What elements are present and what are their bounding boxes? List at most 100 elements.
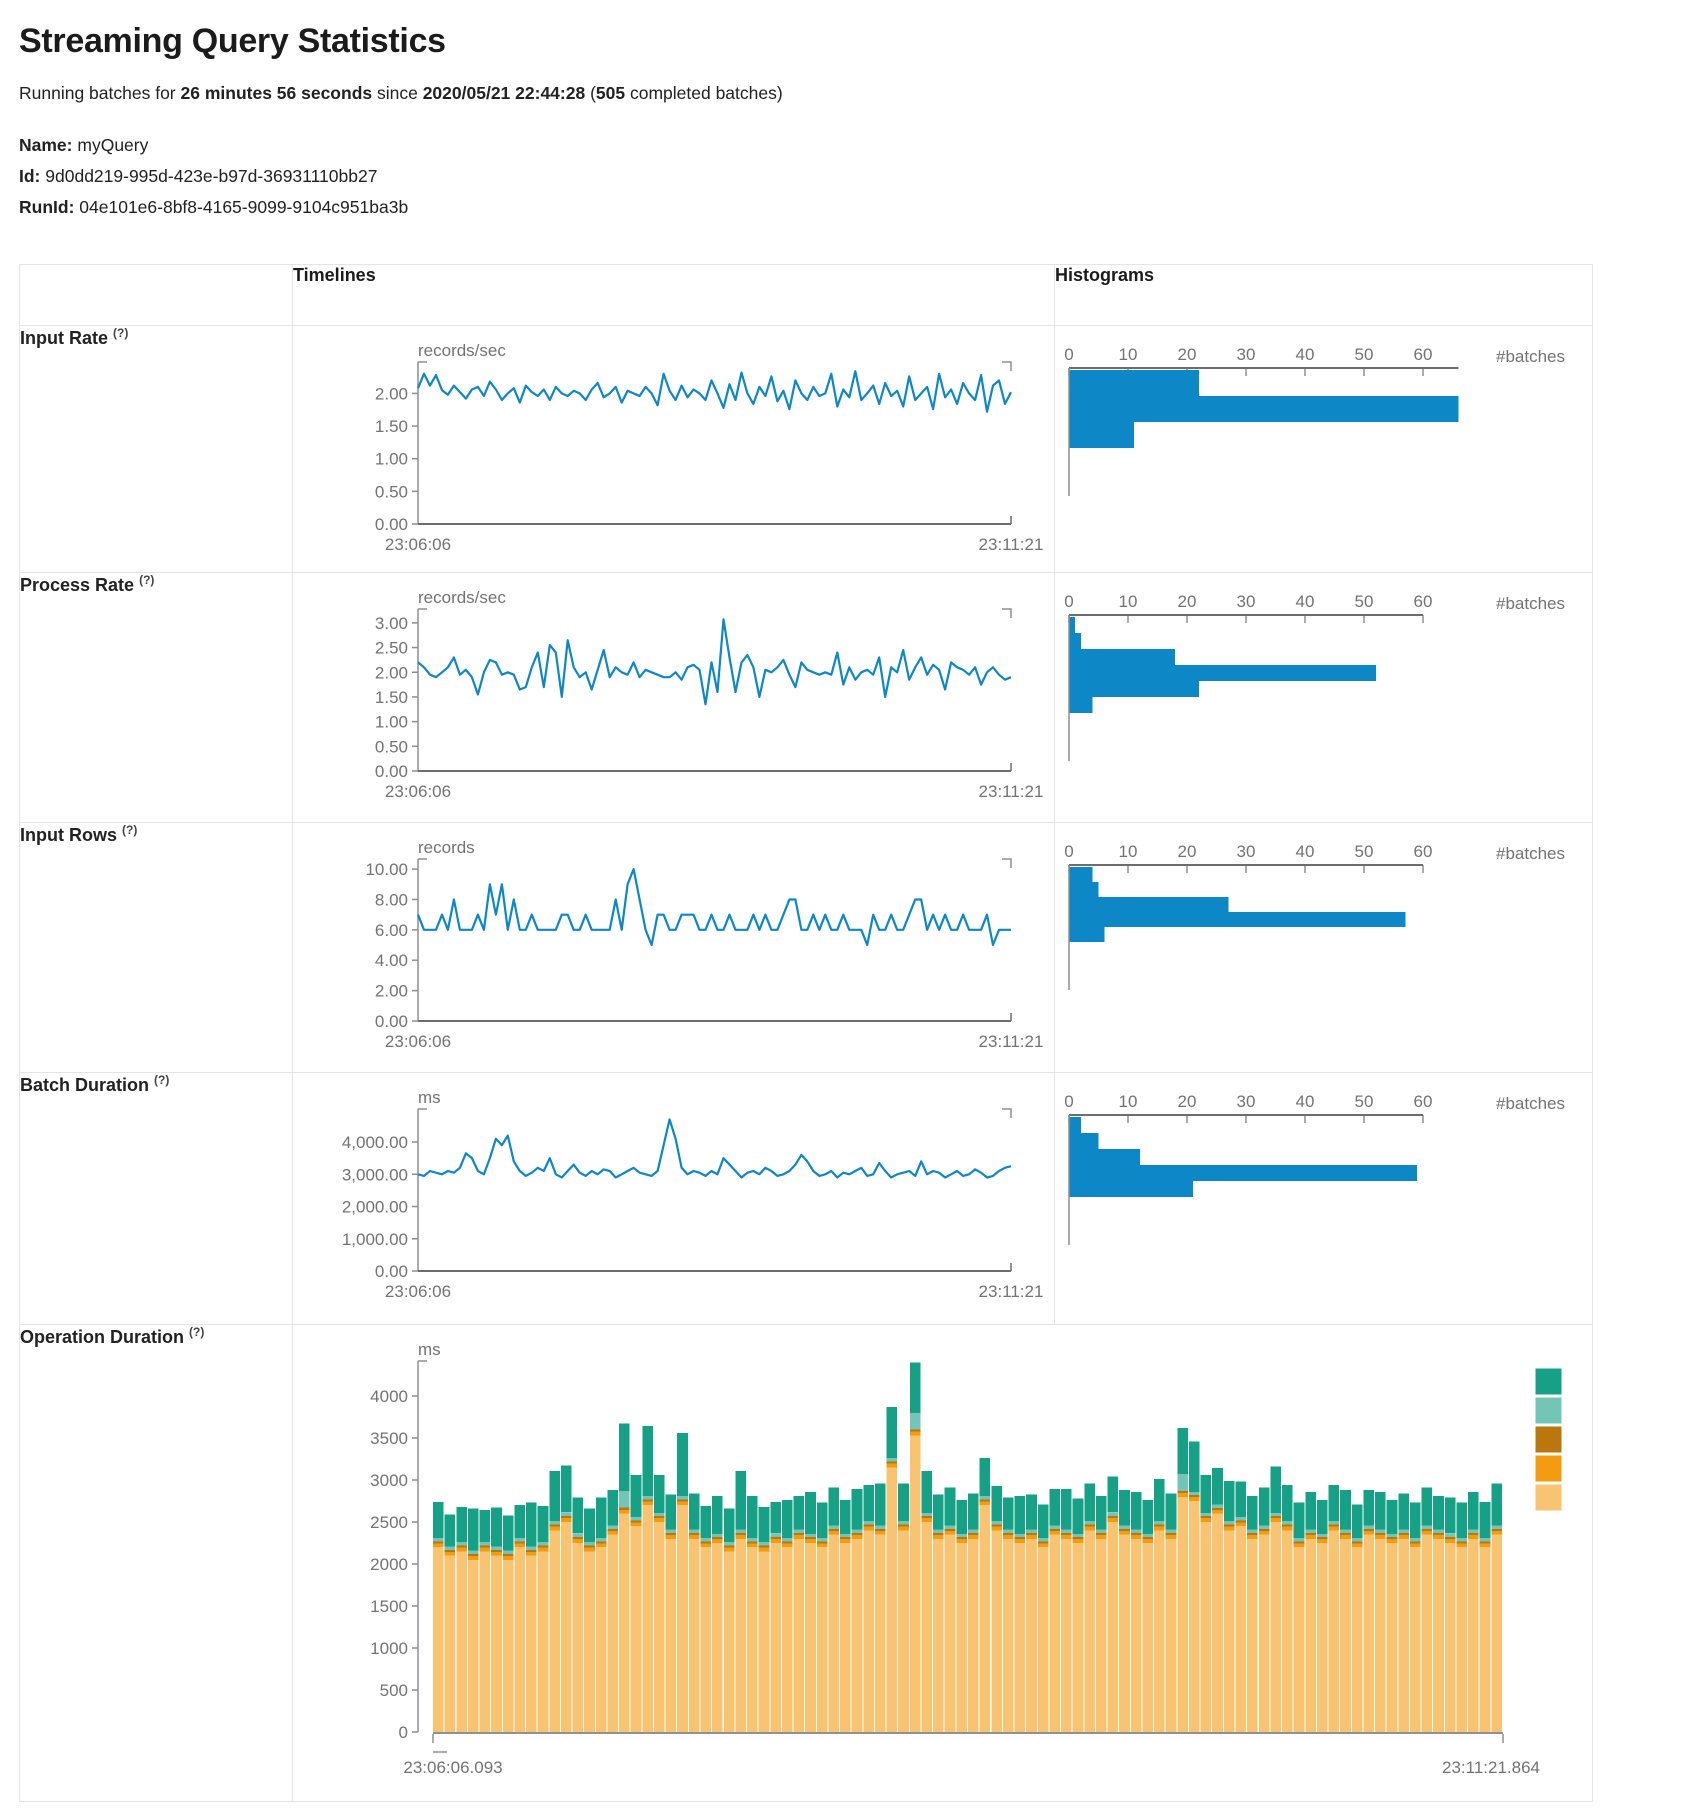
legend-swatch-2 xyxy=(1534,1425,1563,1454)
svg-text:1.50: 1.50 xyxy=(375,417,408,436)
process-rate-row: Process Rate (?) records/sec 0.00 0.50 1.00… xyxy=(19,572,1593,823)
svg-text:30: 30 xyxy=(1237,842,1256,861)
batch-duration-histogram-chart: 0 10 20 30 40 50 60 #batches xyxy=(1055,1073,1592,1319)
svg-text:20: 20 xyxy=(1178,842,1197,861)
batch-duration-label-cell: Batch Duration (?) xyxy=(19,1072,293,1325)
input-rows-help-icon[interactable]: (?) xyxy=(122,823,138,837)
svg-text:30: 30 xyxy=(1237,1092,1256,1111)
svg-text:50: 50 xyxy=(1355,345,1374,364)
svg-text:2.50: 2.50 xyxy=(375,639,408,658)
svg-text:4.00: 4.00 xyxy=(375,951,408,970)
svg-text:0.50: 0.50 xyxy=(375,737,408,756)
svg-text:23:06:06: 23:06:06 xyxy=(385,782,451,801)
svg-text:#batches: #batches xyxy=(1496,1094,1565,1113)
operation-duration-row: Operation Duration (?) ms 0 500 1000 1500 200… xyxy=(19,1324,1593,1802)
svg-text:4,000.00: 4,000.00 xyxy=(342,1133,408,1152)
svg-text:2.00: 2.00 xyxy=(375,982,408,1001)
runid-label: RunId: xyxy=(19,197,75,217)
svg-text:ms: ms xyxy=(418,1340,441,1359)
svg-text:2.00: 2.00 xyxy=(375,384,408,403)
input-rows-label-cell: Input Rows (?) xyxy=(19,822,293,1073)
svg-text:10: 10 xyxy=(1119,592,1138,611)
svg-text:2500: 2500 xyxy=(370,1513,408,1532)
svg-text:40: 40 xyxy=(1296,592,1315,611)
legend-swatch-1 xyxy=(1534,1396,1563,1425)
svg-text:0.00: 0.00 xyxy=(375,1012,408,1031)
process-rate-help-icon[interactable]: (?) xyxy=(139,573,155,587)
svg-text:3,000.00: 3,000.00 xyxy=(342,1165,408,1184)
empty-header-cell xyxy=(19,264,293,326)
query-name-line: Name: myQuery xyxy=(19,130,1579,161)
svg-text:60: 60 xyxy=(1414,1092,1433,1111)
svg-text:50: 50 xyxy=(1355,1092,1374,1111)
process-rate-label-cell: Process Rate (?) xyxy=(19,572,293,823)
input-rate-histogram-chart: 0 10 20 30 40 50 60 #batches xyxy=(1055,326,1592,572)
svg-text:0.00: 0.00 xyxy=(375,762,408,781)
input-rate-label-cell: Input Rate (?) xyxy=(19,325,293,573)
svg-text:0.00: 0.00 xyxy=(375,515,408,534)
input-rate-row: Input Rate (?) records/sec 0.00 0.50 1.00 1.… xyxy=(19,325,1593,573)
svg-text:23:06:06: 23:06:06 xyxy=(385,535,451,554)
svg-text:1.50: 1.50 xyxy=(375,688,408,707)
svg-text:60: 60 xyxy=(1414,842,1433,861)
process-rate-timeline-chart: records/sec 0.00 0.50 1.00 1.50 2.00 2.50 3.00 2… xyxy=(293,573,1054,819)
query-runid-line: RunId: 04e101e6-8bf8-4165-9099-9104c951b… xyxy=(19,192,1579,223)
svg-text:ms: ms xyxy=(418,1088,441,1107)
svg-text:1000: 1000 xyxy=(370,1639,408,1658)
statistics-table: Timelines Histograms Input Rate (?) reco… xyxy=(19,264,1593,1802)
svg-text:2000: 2000 xyxy=(370,1555,408,1574)
svg-text:#batches: #batches xyxy=(1496,594,1565,613)
svg-text:3500: 3500 xyxy=(370,1429,408,1448)
legend-swatch-0 xyxy=(1534,1367,1563,1396)
svg-text:1.00: 1.00 xyxy=(375,450,408,469)
svg-text:10.00: 10.00 xyxy=(365,860,408,879)
svg-text:10: 10 xyxy=(1119,345,1138,364)
svg-text:20: 20 xyxy=(1178,592,1197,611)
operation-duration-help-icon[interactable]: (?) xyxy=(189,1325,205,1339)
svg-text:0.50: 0.50 xyxy=(375,482,408,501)
summary-text: since xyxy=(372,83,423,103)
row-label: Input Rate xyxy=(20,328,108,348)
svg-text:500: 500 xyxy=(380,1681,408,1700)
svg-text:2.00: 2.00 xyxy=(375,663,408,682)
start-timestamp: 2020/05/21 22:44:28 xyxy=(422,83,586,103)
svg-text:23:11:21: 23:11:21 xyxy=(979,1032,1044,1051)
svg-text:records/sec: records/sec xyxy=(418,588,506,607)
row-label: Batch Duration xyxy=(20,1075,150,1095)
svg-text:30: 30 xyxy=(1237,345,1256,364)
svg-text:1500: 1500 xyxy=(370,1597,408,1616)
svg-text:20: 20 xyxy=(1178,345,1197,364)
svg-text:20: 20 xyxy=(1178,1092,1197,1111)
row-label: Input Rows xyxy=(20,825,117,845)
svg-text:1,000.00: 1,000.00 xyxy=(342,1230,408,1249)
name-value: myQuery xyxy=(77,135,149,155)
svg-text:3.00: 3.00 xyxy=(375,614,408,633)
svg-text:8.00: 8.00 xyxy=(375,890,408,909)
histograms-column-header: Histograms xyxy=(1054,264,1593,326)
svg-text:records/sec: records/sec xyxy=(418,341,506,360)
svg-text:40: 40 xyxy=(1296,842,1315,861)
row-label: Operation Duration xyxy=(20,1327,185,1347)
svg-text:4000: 4000 xyxy=(370,1387,408,1406)
svg-text:60: 60 xyxy=(1414,592,1433,611)
completed-batches-count: 505 xyxy=(595,83,626,103)
svg-text:60: 60 xyxy=(1414,345,1433,364)
legend-swatch-4 xyxy=(1534,1483,1563,1512)
name-label: Name: xyxy=(19,135,73,155)
svg-text:23:11:21: 23:11:21 xyxy=(979,782,1044,801)
svg-text:#batches: #batches xyxy=(1496,347,1565,366)
svg-text:10: 10 xyxy=(1119,842,1138,861)
running-batches-summary: Running batches for 26 minutes 56 second… xyxy=(19,83,1579,104)
batch-duration-help-icon[interactable]: (?) xyxy=(154,1073,170,1087)
svg-text:23:11:21: 23:11:21 xyxy=(979,1282,1044,1301)
input-rows-row: Input Rows (?) records 0.00 2.00 4.00 6.00 8.… xyxy=(19,822,1593,1073)
svg-text:0: 0 xyxy=(1064,1092,1073,1111)
svg-text:0: 0 xyxy=(1064,592,1073,611)
process-rate-histogram-chart: 0 10 20 30 40 50 60 #batches xyxy=(1055,573,1592,819)
input-rate-help-icon[interactable]: (?) xyxy=(113,326,129,340)
input-rows-histogram-chart: 0 10 20 30 40 50 60 #batches xyxy=(1055,823,1592,1069)
svg-text:1.00: 1.00 xyxy=(375,713,408,732)
id-value: 9d0dd219-995d-423e-b97d-36931110bb27 xyxy=(45,166,378,186)
batch-duration-timeline-chart: ms 0.00 1,000.00 2,000.00 3,000.00 4,000.00 23… xyxy=(293,1073,1054,1319)
